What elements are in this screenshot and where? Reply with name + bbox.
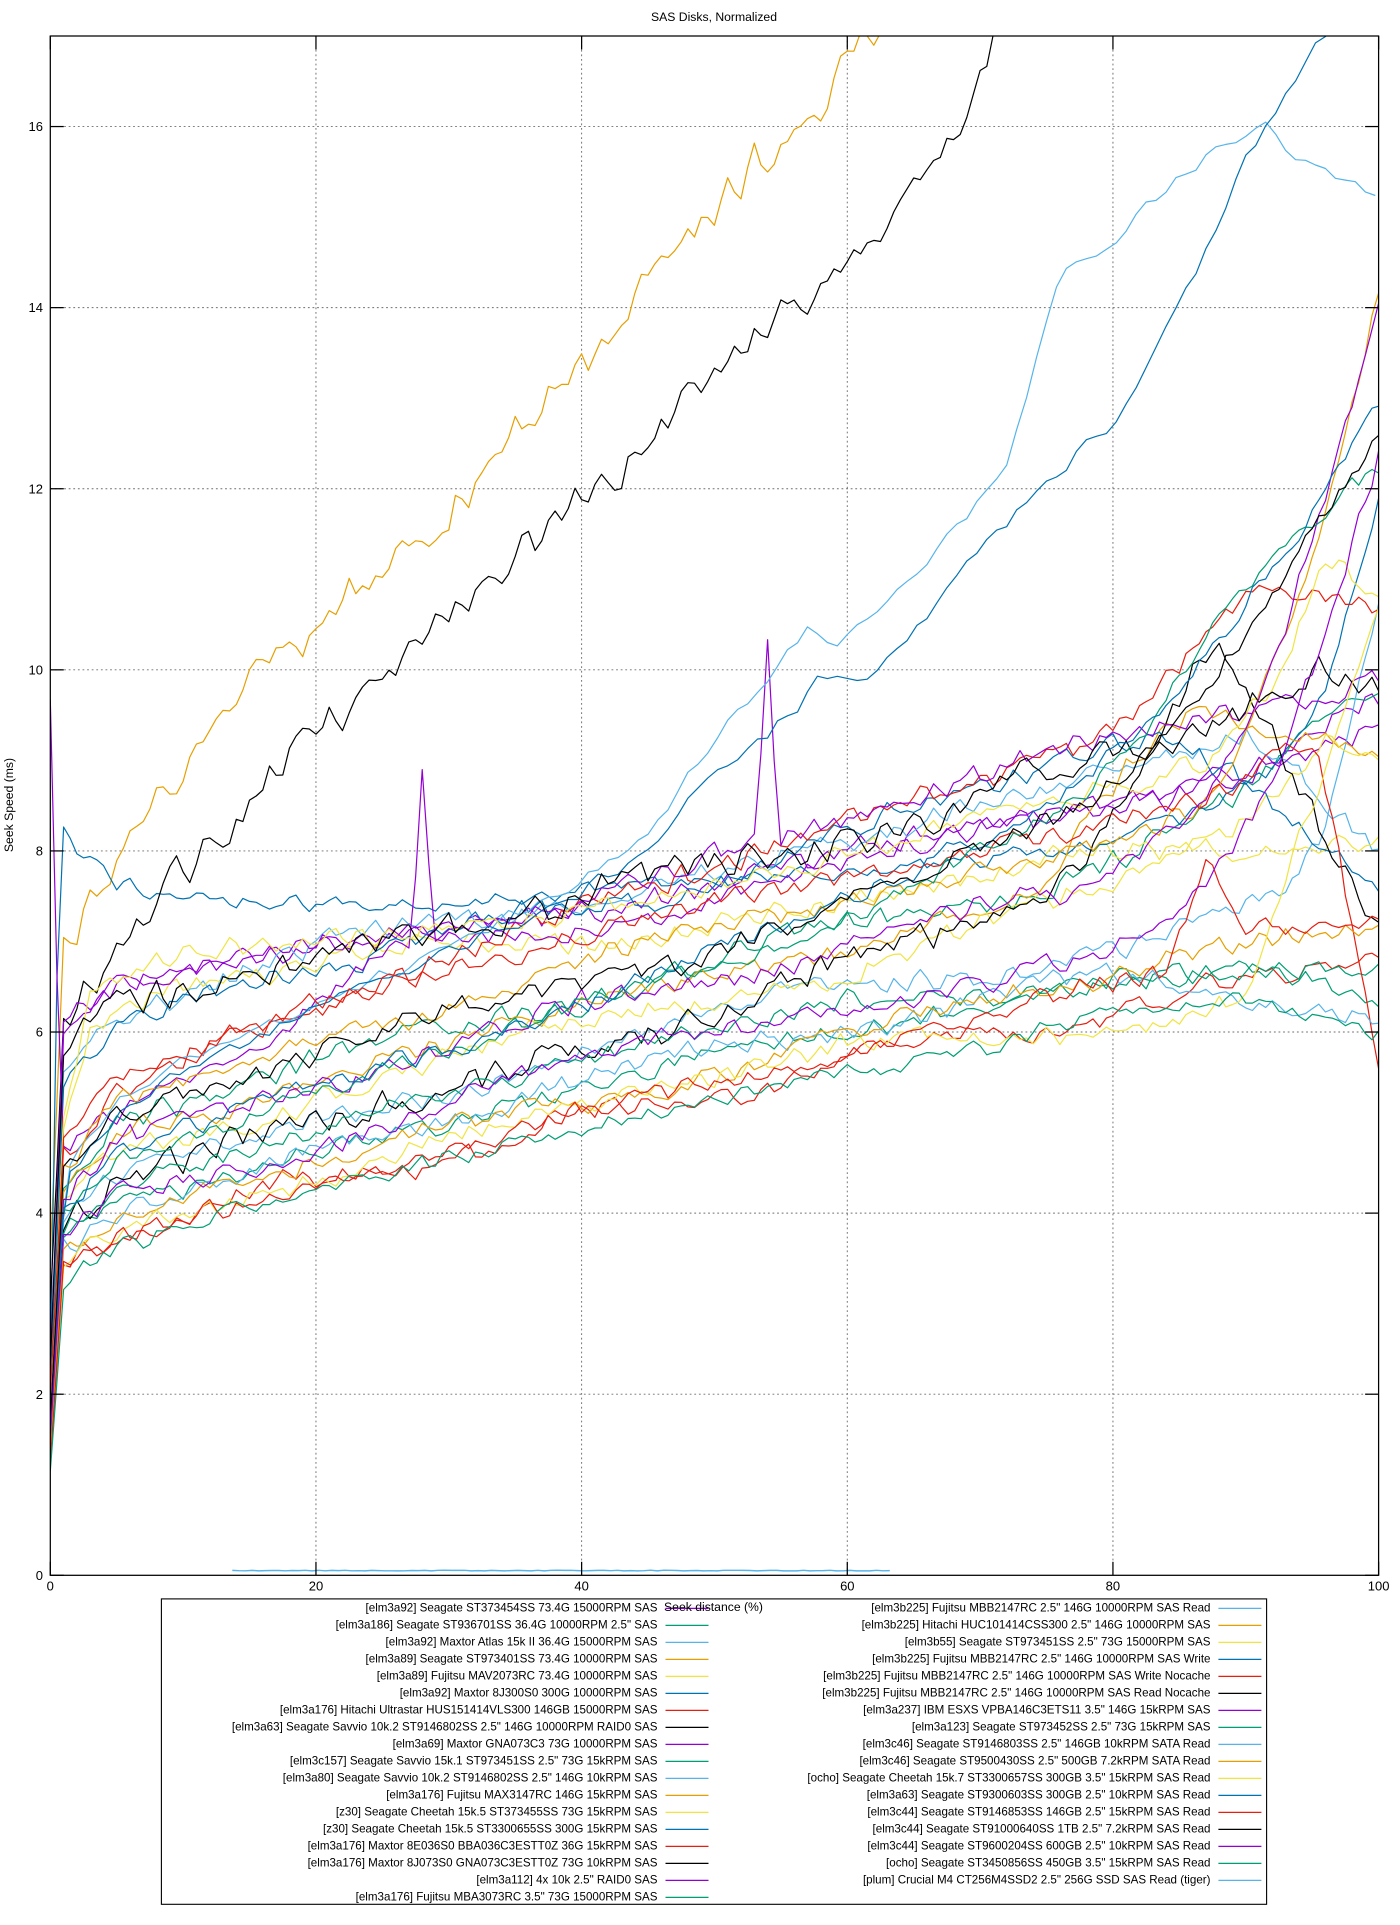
svg-text:[elm3b225] Fujitsu MBB2147RC 2: [elm3b225] Fujitsu MBB2147RC 2.5" 146G 1…	[871, 1601, 1210, 1614]
svg-text:12: 12	[29, 481, 43, 496]
svg-text:[elm3a63] Seagate Savvio 10k.2: [elm3a63] Seagate Savvio 10k.2 ST9146802…	[232, 1720, 658, 1733]
svg-text:[elm3a89] Fujitsu MAV2073RC 73: [elm3a89] Fujitsu MAV2073RC 73.4G 10000R…	[377, 1669, 658, 1682]
svg-text:[elm3a176] Fujitsu MAX3147RC 1: [elm3a176] Fujitsu MAX3147RC 146G 15kRPM…	[386, 1788, 658, 1801]
svg-text:[z30] Seagate Cheetah 15k.5 ST: [z30] Seagate Cheetah 15k.5 ST3300655SS …	[323, 1822, 658, 1835]
svg-text:[elm3b225] Fujitsu MBB2147RC 2: [elm3b225] Fujitsu MBB2147RC 2.5" 146G 1…	[872, 1652, 1210, 1665]
svg-text:[elm3a92] Maxtor Atlas 15k II: [elm3a92] Maxtor Atlas 15k II 36.4G 1500…	[386, 1635, 658, 1648]
svg-text:[elm3a63] Seagate ST9300603SS: [elm3a63] Seagate ST9300603SS 300GB 2.5"…	[867, 1788, 1211, 1801]
svg-text:60: 60	[840, 1579, 854, 1594]
svg-text:2: 2	[36, 1387, 43, 1402]
svg-text:[elm3a92] Maxtor 8J300S0 300G: [elm3a92] Maxtor 8J300S0 300G 10000RPM S…	[400, 1686, 658, 1699]
svg-text:[elm3c157] Seagate Savvio 15k.: [elm3c157] Seagate Savvio 15k.1 ST973451…	[290, 1754, 658, 1767]
svg-text:[elm3c44] Seagate ST9146853SS: [elm3c44] Seagate ST9146853SS 146GB 2.5"…	[867, 1805, 1210, 1818]
svg-text:4: 4	[36, 1206, 43, 1221]
svg-text:[elm3b225] Hitachi HUC101414CS: [elm3b225] Hitachi HUC101414CSS300 2.5" …	[862, 1618, 1211, 1631]
svg-text:[elm3c44] Seagate ST91000640SS: [elm3c44] Seagate ST91000640SS 1TB 2.5" …	[873, 1822, 1211, 1835]
svg-text:[ocho] Seagate ST3450856SS 450: [ocho] Seagate ST3450856SS 450GB 3.5" 15…	[886, 1856, 1210, 1869]
svg-text:[elm3a123] Seagate ST973452SS: [elm3a123] Seagate ST973452SS 2.5" 73G 1…	[912, 1720, 1211, 1733]
svg-text:16: 16	[29, 119, 43, 134]
svg-text:[elm3a176] Maxtor 8J073S0 GNA0: [elm3a176] Maxtor 8J073S0 GNA073C3ESTT0Z…	[308, 1856, 658, 1869]
svg-text:10: 10	[29, 662, 43, 677]
svg-text:Seek distance (%): Seek distance (%)	[664, 1600, 763, 1614]
svg-text:0: 0	[36, 1568, 43, 1583]
svg-text:[elm3a89] Seagate ST973401SS 7: [elm3a89] Seagate ST973401SS 73.4G 10000…	[366, 1652, 658, 1665]
svg-text:[elm3b55] Seagate ST973451SS 2: [elm3b55] Seagate ST973451SS 2.5" 73G 15…	[905, 1635, 1211, 1648]
svg-text:[plum] Crucial M4 CT256M4SSD2: [plum] Crucial M4 CT256M4SSD2 2.5" 256G …	[863, 1873, 1211, 1886]
svg-text:[z30] Seagate Cheetah 15k.5 ST: [z30] Seagate Cheetah 15k.5 ST373455SS 7…	[336, 1805, 658, 1818]
svg-text:[elm3a92] Seagate ST373454SS 7: [elm3a92] Seagate ST373454SS 73.4G 15000…	[366, 1601, 658, 1614]
svg-text:[elm3a112] 4x 10k 2.5" RAID0 S: [elm3a112] 4x 10k 2.5" RAID0 SAS	[476, 1873, 657, 1886]
svg-text:[elm3a176] Hitachi Ultrastar H: [elm3a176] Hitachi Ultrastar HUS151414VL…	[280, 1703, 658, 1716]
svg-text:[elm3c46] Seagate ST9500430SS: [elm3c46] Seagate ST9500430SS 2.5" 500GB…	[859, 1754, 1210, 1767]
svg-text:100: 100	[1368, 1579, 1390, 1594]
svg-text:Seek Speed (ms): Seek Speed (ms)	[2, 758, 16, 852]
svg-text:[ocho] Seagate Cheetah 15k.7 S: [ocho] Seagate Cheetah 15k.7 ST3300657SS…	[807, 1771, 1210, 1784]
svg-text:6: 6	[36, 1025, 43, 1040]
svg-text:[elm3a69] Maxtor GNA073C3 73G: [elm3a69] Maxtor GNA073C3 73G 10000RPM S…	[393, 1737, 658, 1750]
svg-text:[elm3c44] Seagate ST9600204SS: [elm3c44] Seagate ST9600204SS 600GB 2.5"…	[867, 1839, 1210, 1852]
svg-text:80: 80	[1106, 1579, 1120, 1594]
svg-text:40: 40	[574, 1579, 588, 1594]
svg-text:14: 14	[29, 300, 43, 315]
svg-text:[elm3a186] Seagate ST936701SS: [elm3a186] Seagate ST936701SS 36.4G 1000…	[336, 1618, 658, 1631]
svg-text:20: 20	[309, 1579, 323, 1594]
svg-text:8: 8	[36, 844, 43, 859]
svg-text:[elm3b225] Fujitsu MBB2147RC 2: [elm3b225] Fujitsu MBB2147RC 2.5" 146G 1…	[823, 1669, 1210, 1682]
svg-text:[elm3a176] Fujitsu MBA3073RC 3: [elm3a176] Fujitsu MBA3073RC 3.5" 73G 15…	[356, 1890, 658, 1903]
svg-text:[elm3a176] Maxtor 8E036S0 BBA0: [elm3a176] Maxtor 8E036S0 BBA036C3ESTT0Z…	[308, 1839, 658, 1852]
svg-text:[elm3b225] Fujitsu MBB2147RC 2: [elm3b225] Fujitsu MBB2147RC 2.5" 146G 1…	[822, 1686, 1210, 1699]
svg-text:SAS Disks, Normalized: SAS Disks, Normalized	[651, 10, 777, 24]
svg-text:0: 0	[47, 1579, 54, 1594]
svg-text:[elm3a80] Seagate Savvio 10k.2: [elm3a80] Seagate Savvio 10k.2 ST9146802…	[283, 1771, 658, 1784]
svg-text:[elm3a237] IBM ESXS VPBA146C3E: [elm3a237] IBM ESXS VPBA146C3ETS11 3.5" …	[863, 1703, 1211, 1716]
svg-text:[elm3c46] Seagate ST9146803SS: [elm3c46] Seagate ST9146803SS 2.5" 146GB…	[863, 1737, 1211, 1750]
